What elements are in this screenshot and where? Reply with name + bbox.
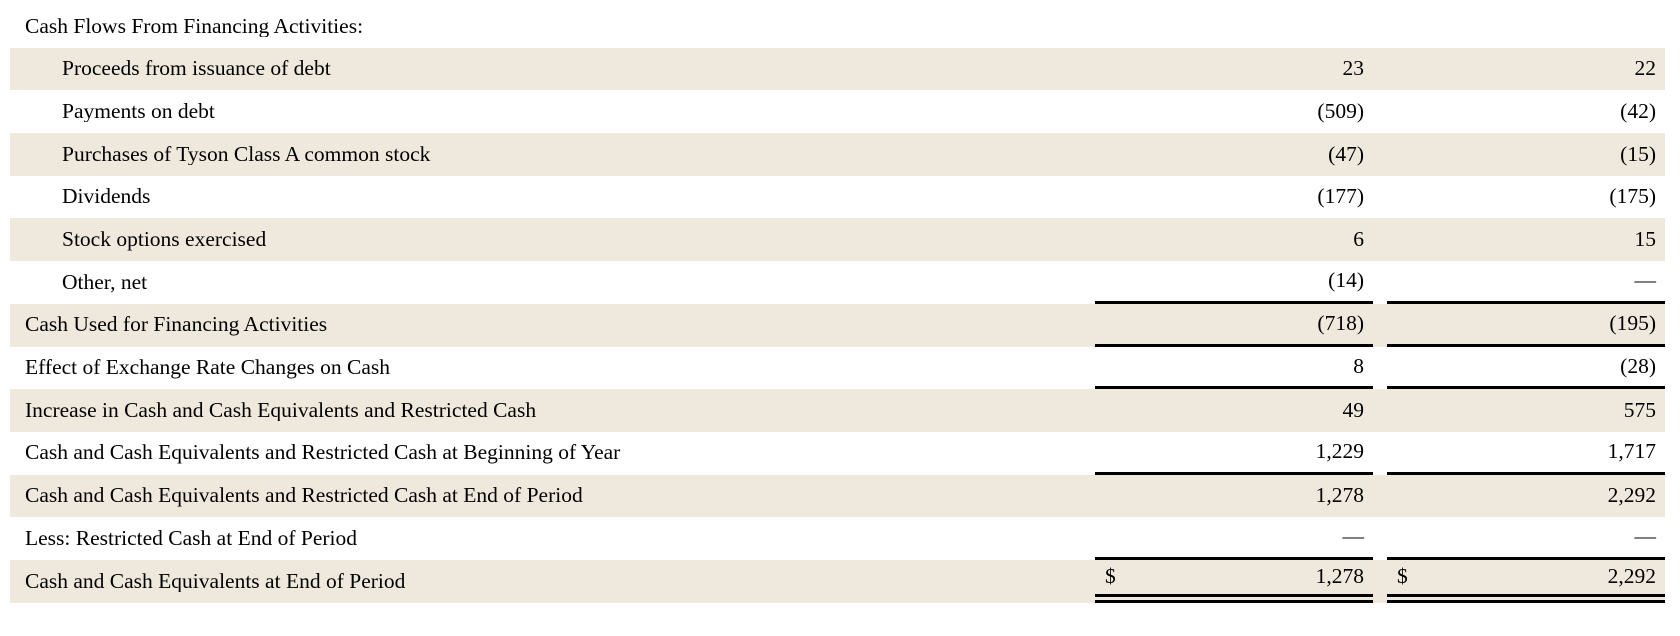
value-text: (195) (1609, 310, 1656, 335)
value-col1: 6 (1095, 218, 1373, 261)
value-col1: (509) (1095, 90, 1373, 133)
column-gap (1373, 133, 1387, 176)
column-gap (1373, 560, 1387, 603)
row-label: Dividends (62, 186, 151, 208)
row-label: Stock options exercised (62, 229, 267, 251)
value-col2: — (1387, 261, 1665, 304)
value-col2: 575 (1387, 389, 1665, 432)
value-col1: 8 (1095, 347, 1373, 390)
column-gap (1373, 389, 1387, 432)
column-gap (1373, 261, 1387, 304)
value-col1: (14) (1095, 261, 1373, 304)
value-text: (28) (1620, 353, 1656, 378)
row-label: Cash and Cash Equivalents at End of Peri… (25, 570, 406, 593)
row-label: Effect of Exchange Rate Changes on Cash (25, 357, 390, 379)
value-text: — (1634, 524, 1657, 549)
row-label: Cash Used for Financing Activities (25, 314, 328, 336)
row-label: Cash and Cash Equivalents and Restricted… (25, 442, 621, 464)
value-text: 6 (1353, 227, 1364, 252)
table-row: Payments on debt (509) (42) (10, 90, 1665, 133)
row-label: Increase in Cash and Cash Equivalents an… (25, 399, 537, 422)
value-text: 22 (1634, 56, 1657, 81)
row-label: Proceeds from issuance of debt (62, 58, 331, 80)
row-label: Purchases of Tyson Class A common stock (62, 143, 431, 166)
table-row: Other, net (14) — (10, 261, 1665, 304)
table-row: Cash and Cash Equivalents at End of Peri… (10, 559, 1665, 603)
table-row: Dividends (177) (175) (10, 176, 1665, 219)
value-col2: (15) (1387, 133, 1665, 176)
value-col2: 22 (1387, 48, 1665, 91)
value-text: 49 (1342, 397, 1365, 422)
value-col1: — (1095, 517, 1373, 560)
value-text: 575 (1623, 397, 1656, 422)
value-col1: 1,278 (1095, 475, 1373, 518)
table-row: Stock options exercised 6 15 (10, 218, 1665, 262)
column-gap (1373, 218, 1387, 261)
value-col2: (195) (1387, 304, 1665, 347)
value-col2: — (1387, 517, 1665, 560)
value-text: 1,278 (1315, 483, 1364, 508)
table-row: Cash Flows From Financing Activities: (10, 5, 1665, 48)
column-gap (1373, 90, 1387, 133)
value-col1: (718) (1095, 304, 1373, 347)
value-col2: (42) (1387, 90, 1665, 133)
row-label: Cash Flows From Financing Activities: (25, 15, 364, 38)
dollar-sign: $ (1397, 564, 1408, 589)
value-text: (47) (1328, 141, 1364, 166)
column-gap (1373, 347, 1387, 390)
value-text: (14) (1328, 268, 1364, 293)
table-row: Effect of Exchange Rate Changes on Cash … (10, 347, 1665, 390)
dollar-sign: $ (1105, 564, 1116, 589)
table-row: Purchases of Tyson Class A common stock … (10, 133, 1665, 176)
value-col2: 2,292 (1387, 475, 1665, 518)
value-col1 (1095, 5, 1373, 48)
value-text: 2,292 (1607, 483, 1656, 508)
table-row: Cash Used for Financing Activities (718)… (10, 303, 1665, 347)
value-text: (15) (1620, 141, 1656, 166)
value-col1: $ 1,278 (1095, 560, 1373, 603)
value-text: 2,292 (1607, 564, 1656, 589)
value-col1: 23 (1095, 48, 1373, 91)
value-text: 8 (1353, 353, 1364, 378)
row-label: Cash and Cash Equivalents and Restricted… (25, 485, 583, 507)
value-col2: 15 (1387, 218, 1665, 261)
column-gap (1373, 517, 1387, 560)
row-label: Less: Restricted Cash at End of Period (25, 527, 357, 550)
value-text: (177) (1317, 184, 1364, 209)
value-text: 1,278 (1315, 564, 1364, 589)
value-text: (175) (1609, 184, 1656, 209)
value-text: (42) (1620, 98, 1656, 123)
value-col1: (47) (1095, 133, 1373, 176)
table-row: Increase in Cash and Cash Equivalents an… (10, 389, 1665, 432)
row-label: Other, net (62, 271, 148, 294)
column-gap (1373, 432, 1387, 475)
cash-flow-table: Cash Flows From Financing Activities: Pr… (10, 5, 1665, 603)
value-text: 1,229 (1315, 438, 1364, 463)
value-text: (718) (1317, 310, 1364, 335)
value-col2: (28) (1387, 347, 1665, 390)
row-label: Payments on debt (62, 100, 215, 123)
value-text: 1,717 (1607, 438, 1656, 463)
value-text: — (1634, 268, 1657, 293)
column-gap (1373, 176, 1387, 219)
value-col2: (175) (1387, 176, 1665, 219)
value-col1: 1,229 (1095, 432, 1373, 475)
value-col1: 49 (1095, 389, 1373, 432)
column-gap (1373, 304, 1387, 347)
value-text: (509) (1317, 98, 1364, 123)
value-text: 15 (1634, 227, 1657, 252)
column-gap (1373, 475, 1387, 518)
table-row: Cash and Cash Equivalents and Restricted… (10, 474, 1665, 518)
value-col2: 1,717 (1387, 432, 1665, 475)
value-col1: (177) (1095, 176, 1373, 219)
value-text: 23 (1342, 56, 1365, 81)
column-gap (1373, 5, 1387, 48)
column-gap (1373, 48, 1387, 91)
table-row: Cash and Cash Equivalents and Restricted… (10, 432, 1665, 475)
table-row: Proceeds from issuance of debt 23 22 (10, 47, 1665, 91)
value-text: — (1342, 524, 1365, 549)
value-col2: $ 2,292 (1387, 560, 1665, 603)
table-row: Less: Restricted Cash at End of Period —… (10, 517, 1665, 560)
value-col2 (1387, 5, 1665, 48)
